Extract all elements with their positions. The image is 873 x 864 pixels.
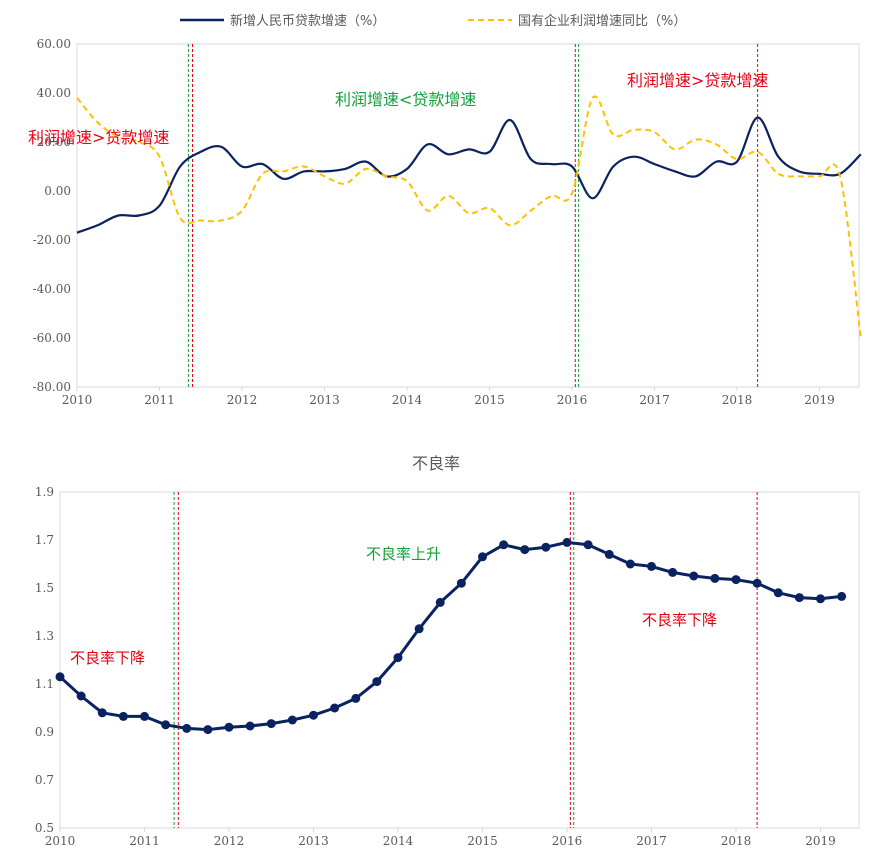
y-tick-label: 1.1: [35, 677, 54, 691]
npl-data-point: [499, 540, 509, 550]
npl-data-point: [224, 722, 234, 732]
x-tick-label: 2014: [383, 834, 414, 848]
plot-frame: [76, 43, 860, 388]
x-tick-label: 2019: [805, 834, 836, 848]
npl-data-point: [76, 691, 86, 701]
y-tick-label: 0.7: [35, 773, 54, 787]
y-tick-label: 40.00: [37, 86, 71, 100]
y-tick-label: 60.00: [37, 37, 71, 51]
npl-data-point: [55, 672, 65, 682]
x-tick-label: 2016: [557, 393, 588, 407]
npl-data-point: [372, 677, 382, 687]
x-tick-label: 2014: [392, 393, 423, 407]
npl-data-point: [182, 723, 192, 733]
annotation-3: 利润增速>贷款增速: [627, 71, 768, 90]
y-tick-label: 0.00: [44, 184, 71, 198]
npl-data-point: [541, 542, 551, 552]
npl-data-point: [689, 571, 699, 581]
y-tick-label: 0.5: [35, 821, 54, 835]
npl-data-point: [562, 537, 572, 547]
y-tick-label: 20.00: [37, 135, 71, 149]
npl-data-point: [752, 578, 762, 588]
npl-data-point: [478, 552, 487, 562]
npl-data-point: [456, 578, 466, 588]
y-tick-label: -40.00: [33, 282, 71, 296]
x-tick-label: 2017: [639, 393, 670, 407]
y-tick-label: 1.9: [35, 485, 54, 499]
x-tick-label: 2012: [214, 834, 245, 848]
annotation-3: 不良率下降: [642, 611, 717, 629]
plot-frame: [59, 491, 860, 829]
legend-label-profit: 国有企业利润增速同比（%）: [518, 13, 686, 29]
legend: 新增人民币贷款增速（%） 国有企业利润增速同比（%）: [180, 13, 686, 29]
npl-data-point: [118, 711, 128, 721]
y-tick-label: -80.00: [33, 380, 71, 394]
legend-label-loan: 新增人民币贷款增速（%）: [230, 13, 385, 29]
annotation-2: 利润增速<贷款增速: [335, 90, 476, 109]
npl-data-point: [816, 594, 825, 604]
y-tick-label: 1.7: [35, 533, 54, 547]
loan-profit-chart: 60.00 40.00 20.00 0.00 -20.00 -40.00 -60.00 -80…: [28, 13, 862, 407]
npl-data-point: [245, 721, 255, 731]
npl-data-point: [435, 597, 445, 607]
x-tick-label: 2018: [722, 393, 753, 407]
npl-data-point: [309, 710, 318, 720]
npl-data-point: [731, 575, 741, 585]
npl-data-point: [773, 588, 783, 598]
npl-data-point: [266, 719, 276, 729]
profit-growth-series-line: [76, 95, 862, 339]
npl-data-point: [393, 653, 403, 663]
npl-data-point: [668, 567, 678, 577]
y-tick-label: 1.5: [35, 581, 54, 595]
x-tick-label: 2013: [309, 393, 340, 407]
npl-data-point: [161, 720, 171, 730]
annotation-1: 利润增速>贷款增速: [28, 128, 169, 147]
x-tick-label: 2015: [474, 393, 505, 407]
npl-data-point: [837, 591, 847, 601]
x-tick-label: 2018: [721, 834, 752, 848]
y-tick-label: 0.9: [35, 725, 54, 739]
npl-data-point: [520, 545, 530, 555]
npl-data-point: [625, 559, 635, 569]
x-tick-label: 2017: [636, 834, 667, 848]
npl-data-point: [710, 573, 720, 583]
npl-series-line: [58, 540, 842, 732]
y-tick-label: 1.3: [35, 629, 54, 643]
npl-data-point: [794, 593, 804, 603]
annotation-1: 不良率下降: [70, 649, 145, 667]
npl-data-point: [351, 693, 361, 703]
x-tick-label: 2013: [298, 834, 329, 848]
loan-growth-series-line: [76, 116, 862, 234]
npl-data-point: [583, 540, 593, 550]
x-tick-label: 2015: [467, 834, 498, 848]
npl-data-point: [414, 624, 424, 634]
y-tick-label: -60.00: [33, 331, 71, 345]
npl-data-point: [287, 715, 297, 725]
npl-data-point: [330, 703, 340, 713]
x-tick-label: 2010: [45, 834, 76, 848]
npl-data-point: [203, 725, 213, 735]
npl-data-point: [140, 711, 149, 721]
annotation-2: 不良率上升: [366, 545, 441, 563]
x-tick-label: 2016: [552, 834, 583, 848]
x-tick-label: 2010: [62, 393, 93, 407]
npl-data-point: [647, 561, 656, 571]
x-tick-label: 2019: [804, 393, 835, 407]
y-tick-label: -20.00: [33, 233, 71, 247]
x-tick-label: 2011: [144, 393, 175, 407]
x-tick-label: 2011: [129, 834, 160, 848]
npl-data-point: [604, 549, 614, 559]
npl-data-point: [97, 708, 107, 718]
chart-title: 不良率: [412, 454, 460, 473]
x-tick-label: 2012: [227, 393, 258, 407]
